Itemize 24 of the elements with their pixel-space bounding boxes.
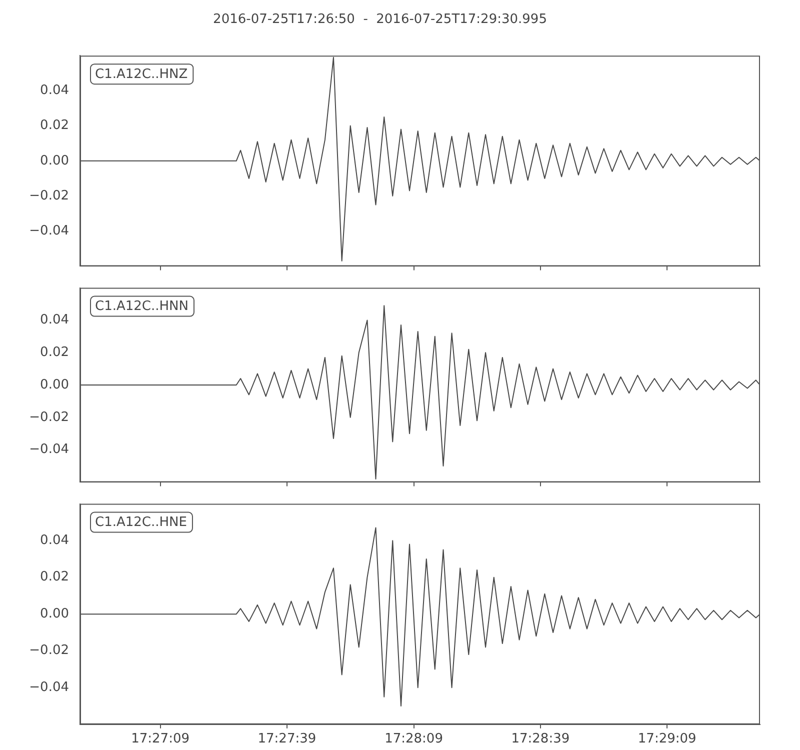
y-tick-label: 0.02 — [40, 344, 69, 360]
y-tick-label: 0.04 — [40, 83, 69, 98]
x-tick-label: 17:27:39 — [258, 732, 316, 747]
x-tick-label: 17:27:09 — [131, 732, 190, 747]
x-tick-label: 17:28:39 — [511, 732, 570, 747]
y-tick-label: −0.04 — [29, 680, 69, 696]
y-tick-label: 0.04 — [40, 532, 69, 548]
chart-title: 2016-07-25T17:26:50 - 2016-07-25T17:29:30.995 — [213, 12, 547, 28]
y-tick-label: 0.02 — [40, 118, 69, 134]
text: C1.A12C..HNE — [95, 515, 187, 530]
y-tick-label: −0.02 — [29, 410, 69, 425]
x-tick-label: 17:29:09 — [638, 732, 696, 747]
y-tick-label: 0.00 — [40, 377, 69, 392]
y-tick-label: −0.02 — [29, 188, 69, 204]
x-tick-label: 17:28:09 — [384, 732, 443, 747]
text: C1.A12C..HNZ — [95, 66, 188, 82]
y-tick-label: −0.04 — [29, 442, 69, 458]
y-tick-label: −0.04 — [29, 223, 69, 238]
text: C1.A12C..HNN — [95, 299, 188, 314]
y-tick-label: −0.02 — [29, 643, 69, 658]
y-tick-label: 0.04 — [40, 312, 69, 328]
y-tick-label: 0.00 — [40, 153, 69, 168]
y-tick-label: 0.00 — [40, 606, 69, 622]
y-tick-label: 0.02 — [40, 570, 69, 585]
